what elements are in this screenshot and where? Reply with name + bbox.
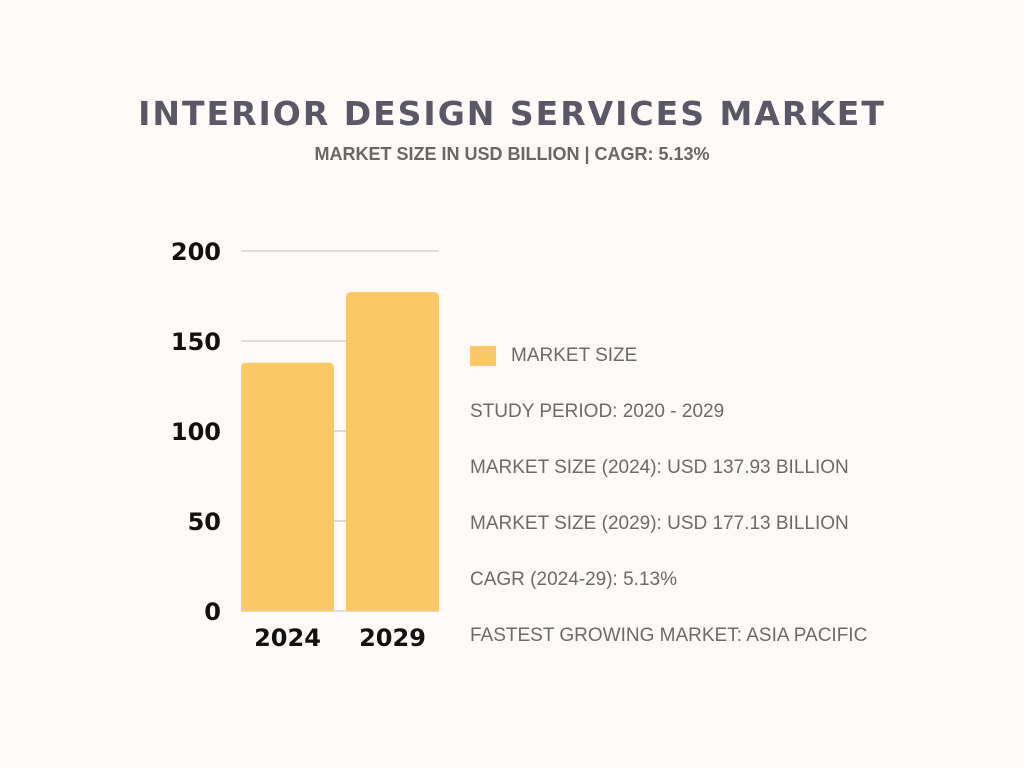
x-tick-label: 2024: [254, 624, 321, 652]
info-cagr: CAGR (2024-29): 5.13%: [470, 569, 677, 590]
y-tick-label: 0: [204, 598, 221, 626]
y-tick-label: 50: [188, 508, 221, 536]
info-study-period: STUDY PERIOD: 2020 - 2029: [470, 401, 725, 422]
y-tick-label: 100: [171, 418, 221, 446]
info-fastest-growing: FASTEST GROWING MARKET: ASIA PACIFIC: [470, 625, 868, 646]
bar-2024: [241, 362, 334, 611]
chart-subtitle: MARKET SIZE IN USD BILLION | CAGR: 5.13%: [314, 144, 710, 164]
legend-swatch: [470, 346, 496, 366]
info-market-size-2029: MARKET SIZE (2029): USD 177.13 BILLION: [470, 513, 849, 534]
x-tick-label: 2029: [359, 624, 426, 652]
legend-label: MARKET SIZE: [511, 345, 638, 366]
y-tick-label: 150: [171, 328, 221, 356]
chart-title: INTERIOR DESIGN SERVICES MARKET: [138, 94, 886, 133]
bar-2029: [346, 292, 439, 611]
y-tick-label: 200: [171, 238, 221, 266]
info-market-size-2024: MARKET SIZE (2024): USD 137.93 BILLION: [470, 457, 849, 478]
